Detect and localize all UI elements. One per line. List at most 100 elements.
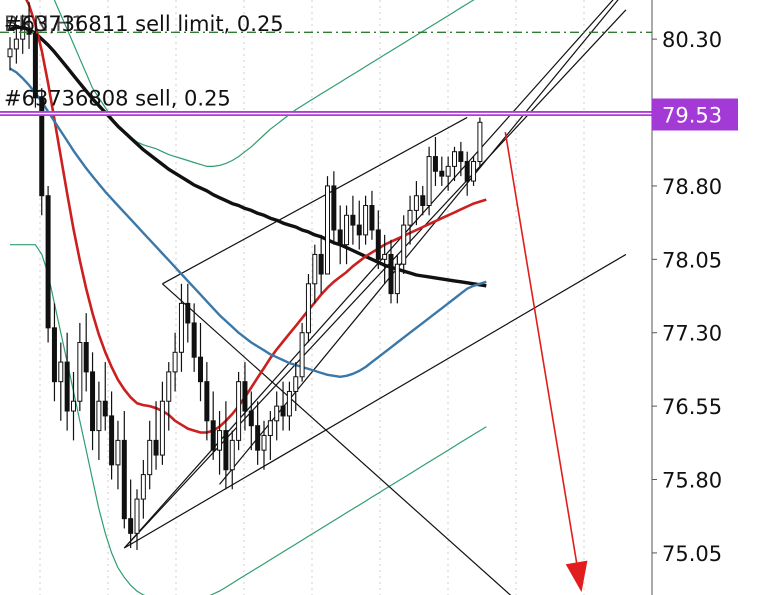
candle-body bbox=[248, 410, 254, 427]
candle-body bbox=[318, 253, 324, 275]
candle-body bbox=[20, 28, 26, 40]
candle-body bbox=[388, 253, 394, 295]
candle-body bbox=[394, 263, 400, 295]
tick-label: 77.30 bbox=[662, 322, 722, 346]
candle-body bbox=[413, 195, 419, 211]
candle-body bbox=[147, 439, 153, 476]
candle-body bbox=[375, 229, 381, 260]
candle-body bbox=[439, 170, 445, 177]
candle-body bbox=[337, 229, 343, 246]
forecast-arrow-shaft bbox=[504, 131, 578, 563]
price-axis bbox=[652, 0, 758, 595]
candle-body bbox=[299, 332, 305, 378]
candle-body bbox=[236, 381, 242, 441]
candle-body bbox=[305, 283, 311, 334]
candle-body bbox=[407, 209, 413, 226]
candle-body bbox=[464, 160, 470, 182]
candle-body bbox=[445, 165, 451, 177]
candle-body bbox=[71, 400, 76, 412]
candle-body bbox=[223, 430, 229, 471]
trendline bbox=[123, 9, 627, 549]
sell-order-label: #63736808 sell, 0.25 bbox=[4, 87, 231, 111]
candle-body bbox=[325, 185, 330, 275]
candle-body bbox=[191, 322, 197, 358]
sell-limit-order-label: #63736811 sell limit, 0.25 bbox=[4, 12, 284, 36]
candle-body bbox=[115, 439, 121, 466]
candle-body bbox=[102, 400, 108, 417]
candle-body bbox=[153, 439, 159, 456]
candle-body bbox=[178, 302, 184, 353]
order-lines bbox=[0, 31, 652, 117]
current-price-box bbox=[652, 98, 738, 131]
symbol-label: BRN,H1 bbox=[4, 12, 85, 36]
price-axis-ticks: 80.30 78.80 78.05 77.30 76.55 75.80 75.05 bbox=[652, 28, 722, 566]
candle-body bbox=[204, 381, 210, 422]
candle-body bbox=[312, 253, 318, 285]
trendline bbox=[219, 0, 619, 485]
candle-body bbox=[432, 156, 438, 172]
tick-label: 80.30 bbox=[662, 28, 722, 52]
candle-body bbox=[344, 214, 350, 246]
trendline bbox=[123, 0, 614, 549]
candle-body bbox=[185, 302, 191, 324]
candle-body bbox=[159, 400, 165, 456]
candle-body bbox=[90, 371, 96, 432]
bollinger-upper bbox=[53, 0, 475, 167]
candle-body bbox=[77, 342, 83, 402]
candle-body bbox=[401, 224, 407, 265]
trendline bbox=[161, 283, 512, 595]
tick-label: 75.80 bbox=[662, 469, 722, 493]
candle-body bbox=[255, 425, 261, 451]
moving-average-line bbox=[9, 25, 487, 288]
candle-body bbox=[83, 342, 89, 373]
candle-body bbox=[210, 420, 216, 451]
candlesticks bbox=[7, 1, 483, 550]
candle-body bbox=[471, 160, 477, 182]
current-price-label: 79.53 bbox=[662, 103, 722, 127]
candle-body bbox=[217, 430, 223, 451]
candle-body bbox=[7, 48, 13, 58]
candle-body bbox=[274, 405, 280, 422]
trendline bbox=[123, 253, 627, 549]
tick-label: 78.05 bbox=[662, 248, 722, 272]
candle-body bbox=[267, 420, 273, 436]
candle-body bbox=[452, 151, 457, 167]
candle-body bbox=[109, 415, 115, 466]
candle-body bbox=[363, 205, 369, 236]
candle-body bbox=[51, 327, 57, 383]
candle-body bbox=[229, 439, 235, 471]
trendline bbox=[162, 116, 468, 285]
candle-body bbox=[134, 498, 140, 534]
candle-body bbox=[96, 400, 102, 432]
bollinger-lower bbox=[10, 244, 487, 595]
candle-body bbox=[140, 474, 146, 500]
forecast-arrow-head bbox=[565, 560, 588, 593]
candle-body bbox=[39, 97, 45, 197]
moving-average-line bbox=[9, 67, 487, 378]
candle-body bbox=[286, 390, 292, 417]
candle-body bbox=[420, 195, 426, 207]
forecast-arrow bbox=[504, 131, 588, 593]
candle-body bbox=[382, 253, 388, 260]
candle-body bbox=[58, 361, 64, 383]
candle-body bbox=[198, 356, 203, 383]
candle-body bbox=[356, 224, 362, 236]
candle-body bbox=[477, 121, 483, 162]
current-price-tag[interactable]: 79.53 bbox=[652, 98, 738, 131]
candle-body bbox=[64, 361, 70, 412]
candle-body bbox=[261, 434, 267, 451]
tick-label: 75.05 bbox=[662, 542, 722, 566]
order-labels: BRN,H1 #63736811 sell limit, 0.25 #637368… bbox=[4, 12, 284, 111]
candle-body bbox=[172, 351, 178, 373]
candle-body bbox=[45, 195, 51, 329]
candle-body bbox=[293, 376, 299, 392]
candle-body bbox=[13, 38, 19, 50]
moving-averages bbox=[9, 0, 487, 434]
tick-label: 78.80 bbox=[662, 175, 722, 199]
candle-body bbox=[458, 151, 464, 162]
tick-label: 76.55 bbox=[662, 395, 722, 419]
candle-body bbox=[128, 518, 134, 534]
candle-body bbox=[369, 205, 375, 231]
candle-body bbox=[280, 405, 286, 417]
